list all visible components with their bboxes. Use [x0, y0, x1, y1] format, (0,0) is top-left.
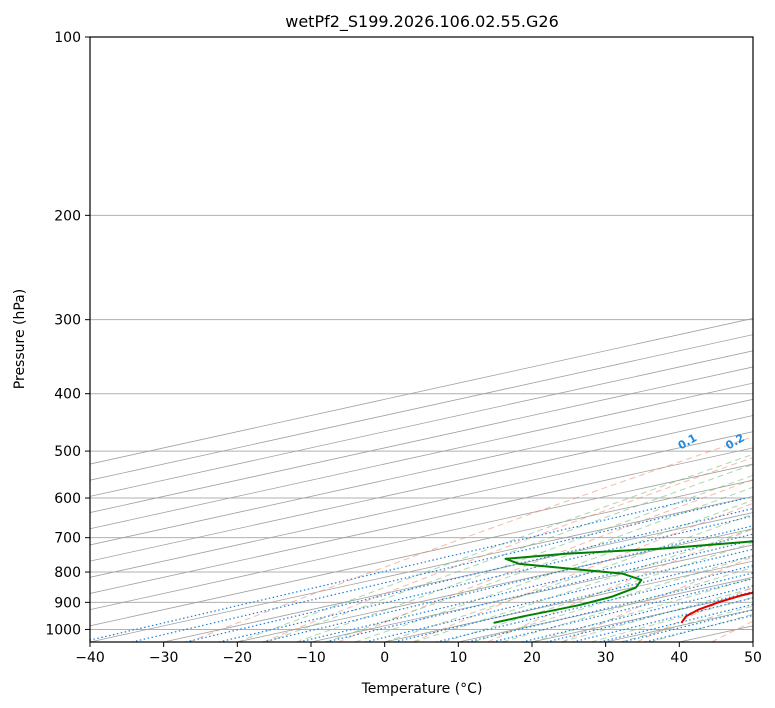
dry-adiabat-line — [487, 528, 753, 642]
x-tick-label: −20 — [223, 650, 253, 666]
moist-adiabat-line — [296, 474, 753, 642]
plot-frame — [89, 36, 754, 643]
x-tick-label: 10 — [449, 650, 467, 666]
dry-adiabat-line — [263, 456, 753, 642]
y-tick-label: 500 — [54, 444, 81, 460]
isotherm-line — [90, 479, 753, 627]
isotherm-line — [90, 318, 753, 465]
mixing-ratio-line — [185, 507, 753, 642]
moist-adiabat-line — [443, 541, 753, 642]
mixing-ratio-line — [645, 614, 753, 642]
x-tick-label: −10 — [296, 650, 326, 666]
moist-adiabat-line — [531, 577, 753, 642]
dry-adiabat-line — [562, 555, 753, 642]
x-tick-label: 30 — [597, 650, 615, 666]
moist-adiabat-line — [472, 554, 753, 642]
dewpoint-profile-line — [493, 540, 753, 624]
y-tick-label: 300 — [54, 313, 81, 329]
moist-adiabat-line — [561, 587, 753, 642]
isotherm-line — [90, 398, 753, 546]
dry-adiabat-line — [338, 479, 753, 642]
isotherm-line — [752, 641, 753, 642]
y-tick-label: 600 — [54, 491, 81, 507]
isotherm-line — [90, 447, 753, 594]
y-tick-label: 400 — [54, 387, 81, 403]
x-tick-label: −40 — [75, 650, 105, 666]
x-tick-label: 50 — [744, 650, 762, 666]
isotherm-line — [90, 334, 753, 481]
mixing-ratio-line — [394, 555, 753, 642]
y-tick-label: 800 — [54, 565, 81, 581]
isotherm-line — [90, 431, 753, 578]
moist-adiabat-line — [384, 513, 753, 642]
x-tick-label: 40 — [670, 650, 688, 666]
isotherm-line — [90, 415, 753, 562]
x-tick-label: −30 — [149, 650, 179, 666]
y-tick-label: 900 — [54, 595, 81, 611]
mixing-ratio-line — [546, 590, 753, 642]
y-tick-label: 1000 — [45, 622, 81, 638]
x-tick-label: 0 — [380, 650, 389, 666]
mixing-ratio-line — [90, 497, 700, 641]
isotherm-line — [90, 463, 753, 611]
mixing-ratio-line — [218, 515, 753, 642]
mixing-ratio-line — [365, 548, 753, 642]
isotherm-line — [237, 528, 753, 642]
y-tick-label: 700 — [54, 531, 81, 547]
plot-background — [90, 37, 753, 642]
moist-adiabat-line — [237, 453, 753, 642]
mixing-ratio-line — [599, 603, 753, 642]
y-tick-label: 100 — [54, 30, 81, 46]
y-axis-label: Pressure (hPa) — [12, 289, 28, 389]
mixing-ratio-line — [622, 609, 753, 642]
mixing-ratio-line — [131, 497, 747, 642]
x-axis-label: Temperature (°C) — [361, 681, 483, 697]
moist-adiabat-line — [266, 463, 753, 642]
y-tick-label: 200 — [54, 208, 81, 224]
mixing-ratio-line — [572, 597, 753, 642]
chart-title: wetPf2_S199.2026.106.02.55.G26 — [285, 12, 559, 32]
mixing-ratio-line — [262, 525, 753, 642]
isotherm-line — [163, 512, 753, 642]
x-tick-label: 20 — [523, 650, 541, 666]
isotherm-line — [90, 495, 753, 642]
